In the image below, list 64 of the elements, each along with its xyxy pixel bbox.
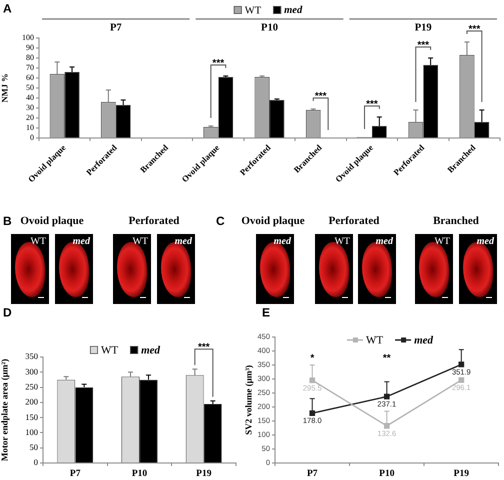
text: med <box>376 236 393 247</box>
legend-label: med <box>414 334 434 346</box>
annotation: * <box>310 352 314 364</box>
x-tick-label: P19 <box>196 469 212 480</box>
x-tick-label: P10 <box>379 469 395 480</box>
legend-label: WT <box>366 334 384 346</box>
category-label: Perforated <box>328 215 380 227</box>
text: WT <box>434 236 450 247</box>
text: med <box>274 236 291 247</box>
y-axis-title: NMJ % <box>0 73 10 103</box>
x-tick-label: P10 <box>132 469 148 480</box>
y-tick-label: 300 <box>25 366 38 376</box>
annotation: *** <box>198 342 210 354</box>
text: WT <box>334 236 350 247</box>
legend-label: WT <box>244 5 262 16</box>
text: *** <box>468 24 480 35</box>
legend-label: med <box>284 5 303 16</box>
y-tick-label: 30 <box>26 103 34 112</box>
y-tick-label: 100 <box>25 426 38 437</box>
y-tick-label: 350 <box>25 351 38 362</box>
annotation: *** <box>212 58 224 69</box>
annotation: *** <box>366 99 378 110</box>
text: D <box>3 305 12 320</box>
text: B <box>3 214 12 228</box>
y-tick-label: 80 <box>26 53 34 62</box>
y-tick-label: 60 <box>26 73 34 82</box>
y-tick-label: 20 <box>26 113 34 122</box>
y-tick-label: 0 <box>34 457 38 468</box>
text: med <box>72 236 90 247</box>
x-tick-label: P7 <box>306 469 318 480</box>
y-tick-label: 70 <box>26 63 34 72</box>
text: P10 <box>261 22 278 34</box>
y-tick-label: 100 <box>22 33 34 42</box>
y-tick-label: 10 <box>26 123 34 132</box>
category-label: Branched <box>433 215 479 227</box>
annotation: ** <box>382 352 391 364</box>
text: P19 <box>414 22 432 34</box>
y-tick-label: 200 <box>25 396 38 407</box>
annotation: *** <box>314 91 327 102</box>
y-axis-title: SV2 volume (μm³) <box>244 365 254 435</box>
y-tick-label: 150 <box>25 412 38 422</box>
category-label: Ovoid plaque <box>241 215 305 227</box>
y-tick-label: 50 <box>30 442 38 452</box>
legend-label: WT <box>100 344 118 356</box>
y-tick-label: 250 <box>25 382 38 392</box>
legend-label: med <box>141 344 161 356</box>
category-label: Perforated <box>128 215 180 227</box>
text: C <box>216 214 225 228</box>
text: WT <box>30 236 46 247</box>
y-tick-label: 90 <box>26 43 34 52</box>
text: E <box>262 305 270 320</box>
x-tick-label: P19 <box>454 469 470 480</box>
text: P7 <box>110 22 122 34</box>
y-tick-label: 50 <box>26 83 34 92</box>
annotation: *** <box>417 40 430 51</box>
x-tick-label: P7 <box>70 469 81 480</box>
y-axis-title: Motor endplate area (μm²) <box>0 358 10 462</box>
text: med <box>174 236 192 247</box>
y-tick-label: 40 <box>26 93 34 102</box>
y-tick-label: 0 <box>30 133 34 142</box>
text: WT <box>132 236 148 247</box>
category-label: Ovoid plaque <box>20 215 84 227</box>
text: A <box>3 1 12 16</box>
text: med <box>476 236 494 247</box>
